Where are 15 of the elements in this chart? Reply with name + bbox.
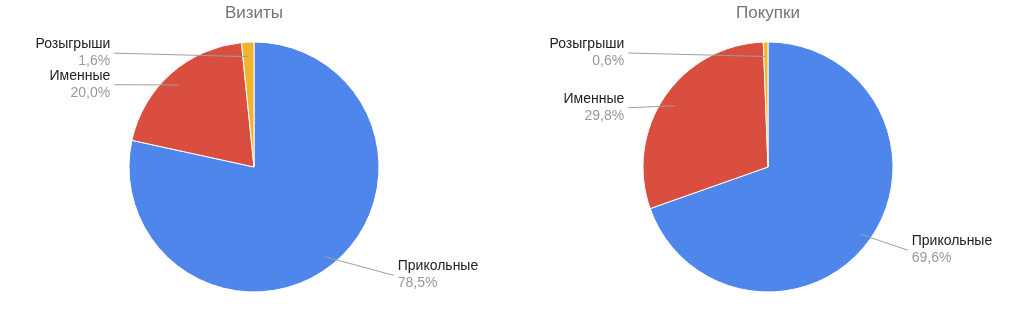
chart-title: Визиты	[224, 3, 284, 22]
slice-label: Прикольные	[911, 232, 993, 249]
slice-label: Розыгрыши	[549, 35, 625, 52]
pie-slice	[128, 41, 380, 293]
slice-label: Прикольные	[397, 257, 479, 274]
data-label: 20,0%	[70, 83, 111, 100]
slice-label: Розыгрыши	[35, 35, 111, 52]
slice-label: Именные	[563, 89, 625, 106]
data-label: 0,6%	[592, 52, 625, 69]
data-label: 29,8%	[584, 106, 625, 123]
data-label: 1,6%	[78, 52, 111, 69]
data-label: 78,5%	[397, 274, 438, 291]
slice-label: Именные	[49, 66, 111, 83]
data-label: 69,6%	[911, 249, 952, 266]
chart-title: Покупки	[736, 3, 800, 22]
